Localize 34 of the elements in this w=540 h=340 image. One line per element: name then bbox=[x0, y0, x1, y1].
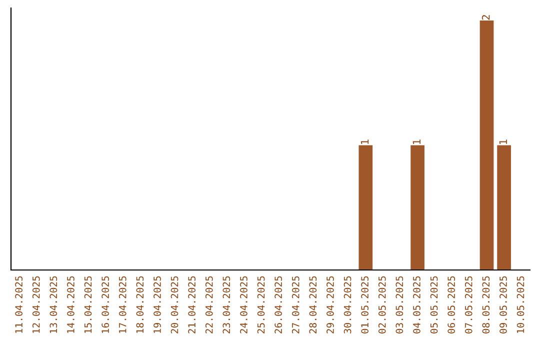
x-tick-label: 29.04.2025 bbox=[326, 276, 334, 334]
x-tick-label: 25.04.2025 bbox=[257, 276, 265, 334]
x-tick-label: 28.04.2025 bbox=[309, 276, 317, 334]
x-tick-label: 19.04.2025 bbox=[154, 276, 161, 333]
data-label: 1 bbox=[360, 140, 369, 144]
x-tick-label: 27.04.2025 bbox=[292, 276, 300, 334]
data-label: 1 bbox=[412, 140, 420, 144]
x-tick-label: 08.05.2025 bbox=[482, 276, 490, 334]
x-tick-label: 11.04.2025 bbox=[15, 276, 22, 333]
x-tick-label: 16.04.2025 bbox=[102, 276, 109, 333]
x-tick-label: 09.05.2025 bbox=[500, 276, 507, 334]
x-tick-label: 12.04.2025 bbox=[32, 276, 40, 333]
x-tick-label: 01.05.2025 bbox=[361, 276, 368, 334]
x-tick-label: 20.04.2025 bbox=[170, 276, 178, 334]
data-label: 1 bbox=[499, 140, 507, 144]
x-tick-label: 15.04.2025 bbox=[84, 276, 92, 333]
data-label: 2 bbox=[482, 15, 490, 20]
x-tick-label: 03.05.2025 bbox=[396, 276, 404, 334]
x-tick-label: 17.04.2025 bbox=[118, 276, 126, 333]
x-tick-label: 18.04.2025 bbox=[136, 276, 144, 333]
x-tick-label: 21.04.2025 bbox=[188, 276, 196, 334]
x-tick-label: 05.05.2025 bbox=[430, 276, 438, 334]
x-tick-label: 07.05.2025 bbox=[464, 276, 472, 334]
x-tick-label: 26.04.2025 bbox=[274, 276, 282, 334]
x-tick-label: 14.04.2025 bbox=[67, 276, 74, 333]
x-tick-label: 02.05.2025 bbox=[378, 276, 386, 334]
x-tick-label: 13.04.2025 bbox=[50, 276, 58, 333]
x-tick-label: 30.04.2025 bbox=[344, 276, 352, 334]
x-tick-label: 23.04.2025 bbox=[222, 276, 230, 334]
x-tick-label: 22.04.2025 bbox=[205, 276, 213, 334]
x-tick-label: 10.05.2025 bbox=[516, 276, 524, 333]
x-tick-label: 24.04.2025 bbox=[240, 276, 248, 334]
x-tick-label: 04.05.2025 bbox=[413, 276, 420, 334]
x-tick-label: 06.05.2025 bbox=[448, 276, 455, 334]
